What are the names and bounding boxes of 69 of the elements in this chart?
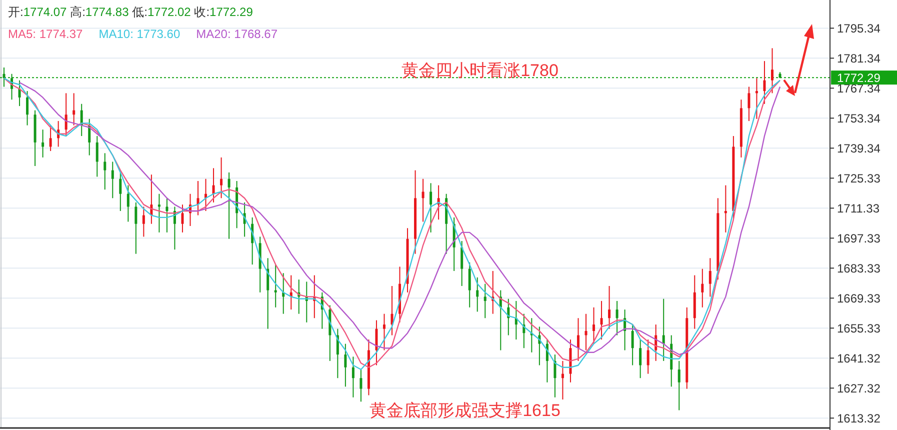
candlestick — [119, 172, 122, 212]
y-tick-label: 1613.32 — [837, 411, 881, 426]
candlestick — [42, 129, 44, 158]
candlestick — [158, 193, 160, 233]
candlestick — [360, 369, 362, 402]
y-tick-label: 1655.33 — [837, 321, 881, 336]
candlestick — [608, 285, 611, 330]
candlestick — [104, 152, 106, 190]
y-tick-label: 1697.33 — [837, 231, 881, 246]
candlestick — [701, 268, 704, 308]
y-tick-label: 1739.34 — [837, 141, 881, 156]
candlestick — [468, 262, 471, 308]
y-tick-label: 1627.32 — [837, 381, 881, 396]
candlestick — [422, 178, 424, 222]
candlestick — [375, 320, 378, 366]
y-tick-label: 1641.32 — [837, 351, 881, 366]
y-tick-label: 1781.34 — [837, 51, 881, 66]
candlestick — [26, 90, 29, 126]
y-tick-label: 1753.34 — [837, 111, 881, 126]
candlestick — [382, 313, 386, 351]
candlestick — [616, 300, 618, 336]
candlestick — [561, 360, 564, 400]
y-tick-label: 1711.33 — [837, 201, 880, 216]
candlestick — [142, 206, 145, 238]
y-tick-label: 1795.34 — [837, 21, 881, 36]
candlestick — [584, 313, 588, 351]
candlestick — [344, 343, 347, 388]
candlestick — [212, 168, 215, 203]
text: MA5: 1774.37 — [8, 27, 84, 41]
y-tick-label: 1669.33 — [837, 291, 881, 306]
text: MA20: 1768.67 — [196, 27, 278, 41]
candlestick — [49, 124, 52, 152]
candlestick — [631, 324, 634, 366]
candlestick — [111, 161, 114, 199]
y-tick-label: 1683.33 — [837, 261, 881, 276]
candlestick — [64, 92, 68, 137]
text: MA10: 1773.60 — [98, 27, 180, 41]
candlestick — [763, 60, 766, 104]
candlestick — [646, 339, 650, 374]
candlestick — [352, 356, 354, 398]
candlestick — [484, 283, 486, 319]
y-tick-label: 1725.33 — [837, 171, 881, 186]
candlestick — [228, 172, 230, 240]
candlestick — [460, 240, 464, 286]
candlestick — [134, 202, 138, 254]
candlestick — [181, 204, 184, 233]
candlestick — [576, 318, 580, 362]
annotation: 黄金底部形成强支撑1615 — [370, 401, 560, 420]
candlestick — [755, 78, 758, 120]
candlestick — [476, 276, 479, 312]
candlestick — [748, 86, 750, 122]
candlestick — [724, 184, 727, 233]
candlestick — [639, 339, 642, 379]
candlestick — [708, 258, 712, 298]
candlestick — [592, 306, 596, 344]
candlestick — [72, 92, 76, 126]
candlestick — [96, 136, 98, 178]
candlestick — [126, 184, 130, 222]
candlestick — [678, 360, 680, 411]
candlestick — [554, 354, 556, 398]
candlestick — [600, 300, 603, 340]
annotation: 黄金四小时看涨1780 — [402, 61, 558, 80]
candlestick — [662, 298, 665, 362]
candlestick — [166, 198, 168, 233]
text: 开:1774.07 高:1774.83 低:1772.02 收:1772.29 — [8, 5, 254, 19]
candlestick — [220, 156, 223, 199]
candlestick — [430, 182, 432, 233]
candlestick — [274, 264, 277, 308]
candlestick — [770, 48, 774, 94]
